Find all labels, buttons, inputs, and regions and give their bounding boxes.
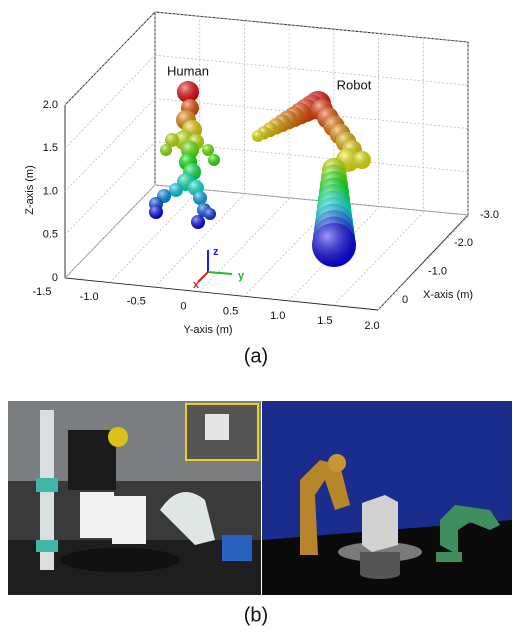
y-tick-label: 1.0 (270, 310, 285, 322)
sphere-shade (208, 154, 220, 166)
z-tick-label: 1.0 (43, 185, 58, 197)
x-tick-label: -2.0 (454, 237, 473, 249)
y-tick-label: -1.5 (33, 286, 52, 298)
z-tick-label: 2.0 (43, 99, 58, 111)
sphere-shade (204, 208, 216, 220)
triad-y: y (238, 270, 245, 282)
z-tick-label: 1.5 (43, 142, 58, 154)
triad-x: x (193, 279, 200, 291)
photo-real (8, 401, 261, 595)
sphere-shade (252, 130, 264, 142)
sphere-shade (160, 144, 172, 156)
y-axis-title: Y-axis (m) (183, 324, 232, 336)
x-tick-label: -1.0 (428, 266, 447, 278)
grid-line (65, 55, 155, 148)
grid (65, 12, 468, 310)
grid-line (65, 99, 155, 192)
sphere-shade (202, 144, 214, 156)
figure: z y x Human Robot Z-axis (m) Y-axis (m) … (0, 0, 513, 632)
sphere-shade (191, 215, 205, 229)
sphere-shade (193, 191, 207, 205)
photo-sim (262, 401, 512, 595)
y-tick-label: 1.5 (317, 315, 332, 327)
y-tick-label: 0 (180, 300, 186, 312)
caption-a: (a) (244, 345, 268, 367)
axis-triad: z y x (193, 246, 245, 291)
x-tick-label: 0 (402, 294, 408, 306)
robot-label: Robot (337, 77, 372, 92)
z-tick-label: 0 (52, 272, 58, 284)
sphere-shade (149, 205, 163, 219)
triad-z: z (213, 246, 219, 258)
caption-b: (b) (244, 604, 268, 626)
z-tick-label: 0.5 (43, 229, 58, 241)
z-axis-title: Z-axis (m) (24, 165, 36, 215)
y-tick-label: 0.5 (223, 305, 238, 317)
y-tick-label: 2.0 (364, 320, 379, 332)
sphere-shade (169, 183, 183, 197)
y-tick-label: -1.0 (80, 291, 99, 303)
grid-line (65, 142, 155, 235)
y-tick-label: -0.5 (127, 296, 146, 308)
x-tick-label: -3.0 (480, 209, 499, 221)
sphere-shade (312, 223, 356, 267)
plot-box (65, 12, 468, 310)
human-label: Human (167, 63, 209, 78)
sphere-shade (353, 151, 371, 169)
x-axis-title: X-axis (m) (423, 289, 473, 301)
